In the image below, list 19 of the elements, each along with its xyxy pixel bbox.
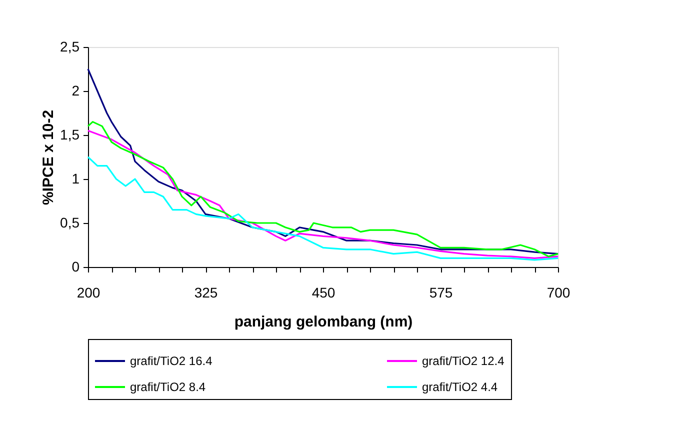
legend-label: grafit/TiO2 8.4 — [130, 380, 206, 394]
y-tick-label: 2 — [72, 82, 80, 98]
line-series — [87, 68, 559, 255]
x-tick-label: 325 — [194, 284, 218, 300]
y-tick-label: 1 — [72, 170, 80, 186]
y-tick-label: 2,5 — [60, 38, 80, 54]
x-tick-label: 450 — [312, 284, 336, 300]
x-tick-label: 700 — [546, 284, 570, 300]
legend-label: grafit/TiO2 4.4 — [422, 380, 498, 394]
x-axis-title: panjang gelombang (nm) — [234, 314, 413, 330]
legend-label: grafit/TiO2 16.4 — [130, 354, 213, 368]
y-tick-label: 0,5 — [60, 214, 80, 230]
y-axis-title: %IPCE x 10-2 — [40, 110, 58, 206]
line-series — [87, 156, 559, 261]
y-tick-label: 0 — [72, 258, 80, 274]
x-tick-label: 200 — [76, 284, 100, 300]
y-tick-label: 1,5 — [60, 126, 80, 142]
x-tick-label: 575 — [429, 284, 453, 300]
legend-label: grafit/TiO2 12.4 — [422, 354, 505, 368]
